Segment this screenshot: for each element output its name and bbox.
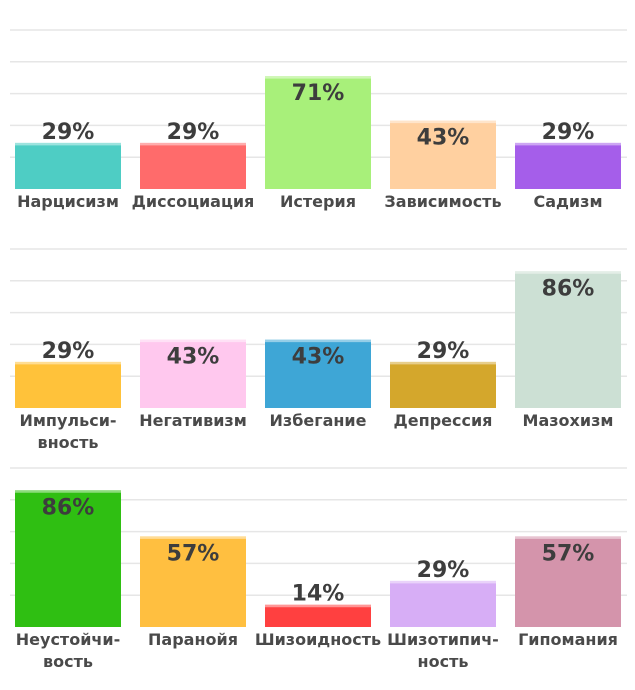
bar-highlight <box>390 361 496 365</box>
bar-highlight <box>15 142 121 146</box>
value-label: 29% <box>417 558 470 583</box>
category-label-line: Истерия <box>280 192 356 211</box>
category-label-line: Паранойя <box>148 630 238 649</box>
bar <box>15 490 121 627</box>
category-label: Нарцисизм <box>17 192 119 211</box>
value-label: 14% <box>292 582 345 607</box>
category-label-line: Садизм <box>533 192 602 211</box>
bar-highlight <box>390 120 496 124</box>
bar-highlight <box>515 536 621 539</box>
value-label: 29% <box>42 339 95 364</box>
bar <box>265 604 371 627</box>
bar <box>265 339 371 408</box>
bar-highlight <box>15 490 121 493</box>
category-label-line: Диссоциация <box>132 192 255 211</box>
category-label: Негативизм <box>139 411 247 430</box>
bar <box>140 536 246 627</box>
value-label: 71% <box>292 81 345 106</box>
category-label-line: Нарцисизм <box>17 192 119 211</box>
value-label: 29% <box>167 120 220 145</box>
category-label-line: Депрессия <box>394 411 493 430</box>
value-label: 29% <box>542 120 595 145</box>
bar <box>15 142 121 189</box>
bar-highlight <box>140 536 246 539</box>
category-label: Избегание <box>270 411 367 430</box>
category-label: Шизоидность <box>255 630 381 649</box>
category-label-line: Неустойчи- <box>16 630 120 649</box>
bar <box>515 142 621 189</box>
bar <box>390 120 496 189</box>
category-label-line: ность <box>418 652 469 671</box>
category-label: Мазохизм <box>523 411 614 430</box>
category-label: Гипомания <box>518 630 618 649</box>
category-label-line: Импульси- <box>19 411 116 430</box>
category-label: Паранойя <box>148 630 238 649</box>
category-label: Шизотипич-ность <box>387 630 499 671</box>
value-label: 86% <box>42 495 95 520</box>
category-label-line: Мазохизм <box>523 411 614 430</box>
value-label: 86% <box>542 276 595 301</box>
category-label: Депрессия <box>394 411 493 430</box>
value-label: 29% <box>42 120 95 145</box>
bar <box>390 361 496 408</box>
category-label-line: Гипомания <box>518 630 618 649</box>
category-label: Импульси-вность <box>19 411 116 452</box>
category-label-line: Негативизм <box>139 411 247 430</box>
category-label: Истерия <box>280 192 356 211</box>
category-label: Диссоциация <box>132 192 255 211</box>
value-label: 57% <box>167 541 220 566</box>
value-label: 43% <box>417 126 470 151</box>
category-label-line: вность <box>37 433 98 452</box>
bar-highlight <box>515 142 621 146</box>
chart-panel-1: 29% Нарцисизм 29% Диссоциация 71% Истерия 43% З… <box>10 29 627 211</box>
bar-highlight <box>515 271 621 274</box>
bar <box>140 142 246 189</box>
category-label-line: Избегание <box>270 411 367 430</box>
category-label-line: Шизоидность <box>255 630 381 649</box>
bar <box>515 536 621 627</box>
bar-highlight <box>265 339 371 343</box>
value-label: 29% <box>417 339 470 364</box>
chart-panel-2: 29% Импульси-вность 43% Негативизм 43% Избега… <box>10 248 627 452</box>
value-label: 43% <box>167 345 220 370</box>
bar <box>140 339 246 408</box>
category-label-line: вость <box>43 652 93 671</box>
bar-highlight <box>265 76 371 79</box>
bar-highlight <box>140 339 246 343</box>
bar <box>15 361 121 408</box>
value-label: 57% <box>542 541 595 566</box>
bar <box>390 580 496 627</box>
bar-highlight <box>390 580 496 584</box>
bar <box>265 76 371 189</box>
bar-highlight <box>140 142 246 146</box>
chart-panel-3: 86% Неустойчи-вость 57% Паранойя 14% Шизоидно… <box>10 467 627 671</box>
bar-highlight <box>265 604 371 608</box>
bar-highlight <box>15 361 121 365</box>
value-label: 43% <box>292 345 345 370</box>
category-label-line: Зависимость <box>384 192 501 211</box>
bar <box>515 271 621 408</box>
category-label: Садизм <box>533 192 602 211</box>
category-label: Зависимость <box>384 192 501 211</box>
category-label: Неустойчи-вость <box>16 630 120 671</box>
category-label-line: Шизотипич- <box>387 630 499 649</box>
